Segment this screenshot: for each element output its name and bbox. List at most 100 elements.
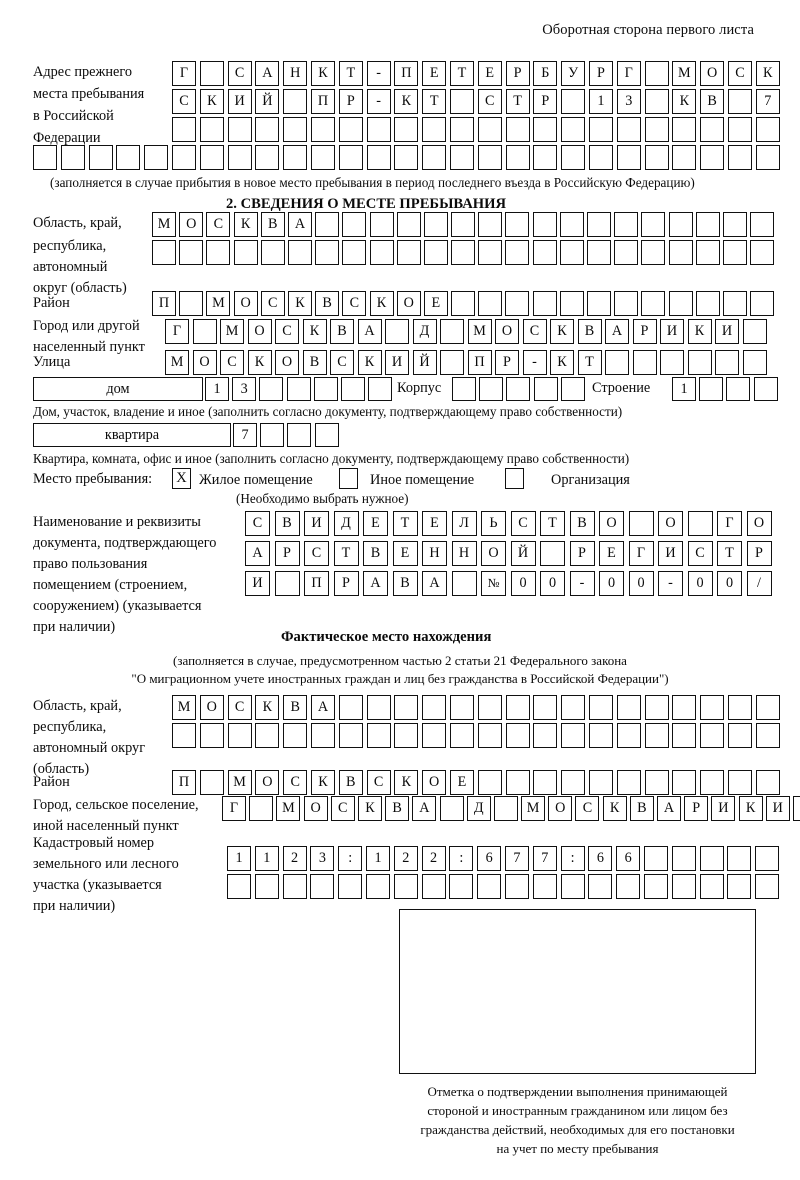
char-cell[interactable] [672,145,697,170]
char-cell[interactable] [394,695,419,720]
char-cell[interactable] [532,291,557,316]
char-cell[interactable] [755,145,780,170]
char-cell[interactable] [449,874,474,899]
char-cell[interactable]: Т [392,511,418,536]
char-cell[interactable] [505,723,530,748]
char-cell[interactable] [477,770,502,795]
char-cell[interactable]: К [755,61,780,86]
char-cell[interactable] [561,117,586,142]
char-cell[interactable] [742,350,767,375]
char-cell[interactable]: М [276,796,301,821]
char-cell[interactable] [559,240,584,265]
char-cell[interactable]: М [672,61,697,86]
char-cell[interactable]: В [577,319,602,344]
char-cell[interactable]: О [422,770,447,795]
char-cell[interactable] [641,291,666,316]
char-cell[interactable]: В [274,511,300,536]
char-cell[interactable]: К [255,695,280,720]
char-cell[interactable] [643,846,668,871]
char-cell[interactable] [695,240,720,265]
char-cell[interactable] [479,377,504,401]
char-cell[interactable] [561,89,586,114]
char-cell[interactable] [260,423,285,447]
char-cell[interactable]: М [220,319,244,344]
char-cell[interactable] [255,723,280,748]
char-cell[interactable]: Р [632,319,657,344]
char-cell[interactable] [478,291,503,316]
prev-address-row-4[interactable] [33,145,780,170]
char-cell[interactable]: И [245,571,270,596]
char-cell[interactable] [699,874,724,899]
char-cell[interactable] [700,770,725,795]
char-cell[interactable]: И [765,796,790,821]
char-cell[interactable]: Н [283,61,308,86]
char-cell[interactable] [366,145,391,170]
char-cell[interactable]: Н [422,541,447,566]
char-cell[interactable] [477,117,502,142]
char-cell[interactable]: Й [510,541,536,566]
char-cell[interactable]: Т [449,61,474,86]
char-cell[interactable]: Т [338,61,363,86]
char-cell[interactable] [533,117,558,142]
char-cell[interactable] [199,723,224,748]
char-cell[interactable]: № [481,571,506,596]
char-cell[interactable] [449,695,474,720]
char-cell[interactable] [695,212,720,237]
char-cell[interactable]: Т [540,511,565,536]
char-cell[interactable]: / [746,571,772,596]
char-cell[interactable]: К [233,212,258,237]
char-cell[interactable]: О [233,291,258,316]
char-cell[interactable] [171,145,196,170]
char-cell[interactable]: К [738,796,763,821]
char-cell[interactable]: И [658,541,683,566]
char-cell[interactable]: : [338,846,363,871]
char-cell[interactable]: 3 [616,89,641,114]
char-cell[interactable]: К [310,61,335,86]
char-cell[interactable]: Д [333,511,359,536]
char-cell[interactable]: Р [505,61,530,86]
char-cell[interactable] [338,723,363,748]
checkbox-organization[interactable] [505,468,524,489]
char-cell[interactable]: С [477,89,502,114]
char-cell[interactable] [792,796,800,821]
char-cell[interactable] [394,117,419,142]
char-cell[interactable] [422,117,447,142]
char-cell[interactable] [644,61,669,86]
char-cell[interactable]: О [303,796,328,821]
char-cell[interactable] [369,212,394,237]
char-cell[interactable] [614,212,639,237]
char-cell[interactable]: С [283,770,308,795]
char-cell[interactable]: 3 [232,377,257,401]
char-cell[interactable] [700,723,725,748]
char-cell[interactable] [700,695,725,720]
char-cell[interactable]: К [687,319,712,344]
char-cell[interactable]: К [357,796,382,821]
char-cell[interactable] [727,770,752,795]
char-cell[interactable]: С [366,770,391,795]
char-cell[interactable]: А [357,319,382,344]
char-cell[interactable] [369,240,394,265]
char-cell[interactable]: О [495,319,519,344]
char-cell[interactable]: С [575,796,600,821]
char-cell[interactable] [199,145,224,170]
char-cell[interactable] [338,117,363,142]
char-cell[interactable] [422,695,447,720]
char-cell[interactable] [366,723,391,748]
char-cell[interactable] [313,377,338,401]
char-cell[interactable]: С [206,212,231,237]
char-cell[interactable]: С [522,319,547,344]
char-cell[interactable] [505,770,530,795]
char-cell[interactable] [727,145,752,170]
char-cell[interactable]: В [338,770,363,795]
char-cell[interactable] [368,377,393,401]
char-cell[interactable]: 1 [254,846,279,871]
char-cell[interactable] [260,240,285,265]
char-cell[interactable] [451,212,476,237]
char-cell[interactable] [727,723,752,748]
char-cell[interactable] [699,846,724,871]
cadastral-row-2[interactable] [227,874,780,899]
char-cell[interactable]: С [275,319,299,344]
char-cell[interactable] [532,212,557,237]
